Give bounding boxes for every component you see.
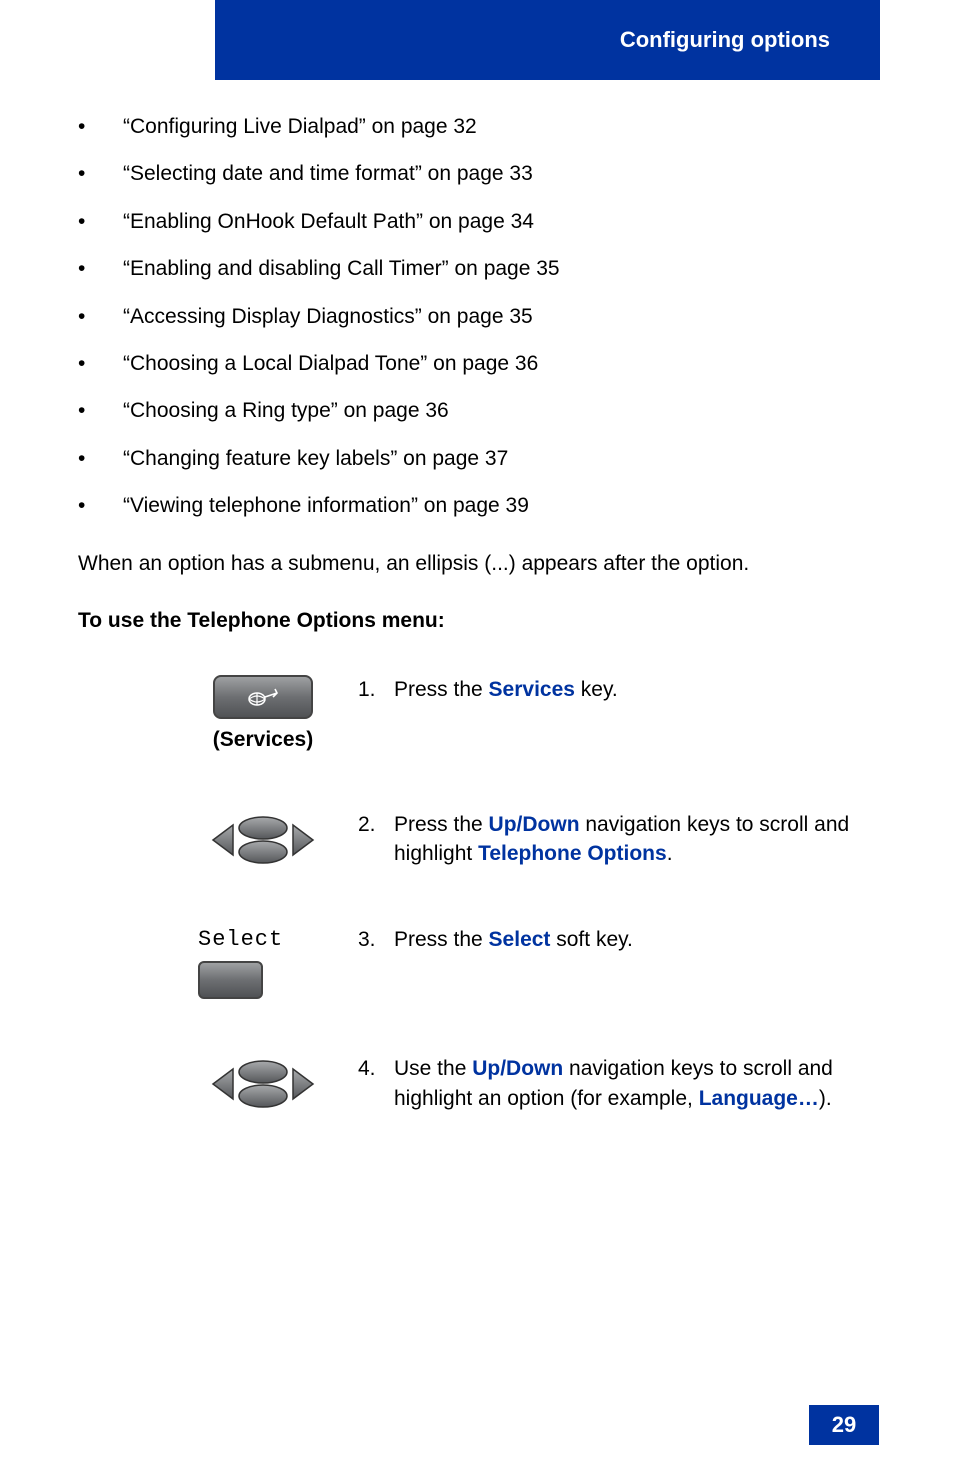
step-body: Press the Select soft key.: [394, 925, 878, 954]
key-name: Up/Down: [472, 1057, 563, 1080]
list-item: •“Enabling OnHook Default Path” on page …: [78, 207, 878, 236]
list-item: •“Enabling and disabling Call Timer” on …: [78, 254, 878, 283]
list-item-text: “Changing feature key labels” on page 37: [123, 444, 508, 473]
key-name: Language…: [699, 1087, 819, 1110]
page-content: •“Configuring Live Dialpad” on page 32 •…: [78, 112, 878, 1169]
list-item: •“Accessing Display Diagnostics” on page…: [78, 302, 878, 331]
step-4: 4. Use the Up/Down navigation keys to sc…: [78, 1054, 878, 1114]
step-1-text: 1. Press the Services key.: [358, 675, 878, 704]
page-header: Configuring options: [215, 0, 880, 80]
list-item: •“Changing feature key labels” on page 3…: [78, 444, 878, 473]
step-2-text: 2. Press the Up/Down navigation keys to …: [358, 810, 878, 869]
step-number: 2.: [358, 810, 394, 869]
key-name: Telephone Options: [478, 842, 667, 865]
list-item: •“Selecting date and time format” on pag…: [78, 159, 878, 188]
step-2-icon-col: [78, 810, 358, 870]
step-number: 3.: [358, 925, 394, 954]
list-item-text: “Configuring Live Dialpad” on page 32: [123, 112, 477, 141]
globe-arrow-icon: [243, 685, 283, 709]
step-2: 2. Press the Up/Down navigation keys to …: [78, 810, 878, 870]
key-name: Services: [489, 678, 575, 701]
services-key-icon: [213, 675, 313, 719]
list-item-text: “Enabling and disabling Call Timer” on p…: [123, 254, 560, 283]
list-item-text: “Selecting date and time format” on page…: [123, 159, 533, 188]
step-4-icon-col: [78, 1054, 358, 1114]
step-body: Press the Services key.: [394, 675, 878, 704]
list-item-text: “Choosing a Local Dialpad Tone” on page …: [123, 349, 538, 378]
list-item: •“Viewing telephone information” on page…: [78, 491, 878, 520]
list-item-text: “Viewing telephone information” on page …: [123, 491, 529, 520]
topic-list: •“Configuring Live Dialpad” on page 32 •…: [78, 112, 878, 521]
services-label: (Services): [213, 725, 313, 754]
list-item-text: “Accessing Display Diagnostics” on page …: [123, 302, 533, 331]
key-name: Up/Down: [489, 813, 580, 836]
list-item: •“Choosing a Local Dialpad Tone” on page…: [78, 349, 878, 378]
nav-keys-icon: [203, 810, 323, 870]
select-softkey-label: Select: [198, 925, 283, 956]
page-number-text: 29: [832, 1412, 856, 1438]
step-4-text: 4. Use the Up/Down navigation keys to sc…: [358, 1054, 878, 1113]
list-item: •“Choosing a Ring type” on page 36: [78, 396, 878, 425]
step-body: Use the Up/Down navigation keys to scrol…: [394, 1054, 878, 1113]
softkey-icon: [198, 961, 263, 999]
step-body: Press the Up/Down navigation keys to scr…: [394, 810, 878, 869]
page-number: 29: [809, 1405, 879, 1445]
key-name: Select: [489, 928, 551, 951]
nav-keys-icon: [203, 1054, 323, 1114]
step-1: (Services) 1. Press the Services key.: [78, 675, 878, 754]
step-number: 4.: [358, 1054, 394, 1113]
step-3-text: 3. Press the Select soft key.: [358, 925, 878, 954]
subheading: To use the Telephone Options menu:: [78, 606, 878, 635]
step-1-icon-col: (Services): [78, 675, 358, 754]
header-title: Configuring options: [620, 27, 830, 53]
list-item: •“Configuring Live Dialpad” on page 32: [78, 112, 878, 141]
step-number: 1.: [358, 675, 394, 704]
steps-container: (Services) 1. Press the Services key.: [78, 675, 878, 1114]
list-item-text: “Enabling OnHook Default Path” on page 3…: [123, 207, 534, 236]
step-3: Select 3. Press the Select soft key.: [78, 925, 878, 1000]
list-item-text: “Choosing a Ring type” on page 36: [123, 396, 449, 425]
paragraph: When an option has a submenu, an ellipsi…: [78, 549, 878, 578]
step-3-icon-col: Select: [78, 925, 358, 1000]
